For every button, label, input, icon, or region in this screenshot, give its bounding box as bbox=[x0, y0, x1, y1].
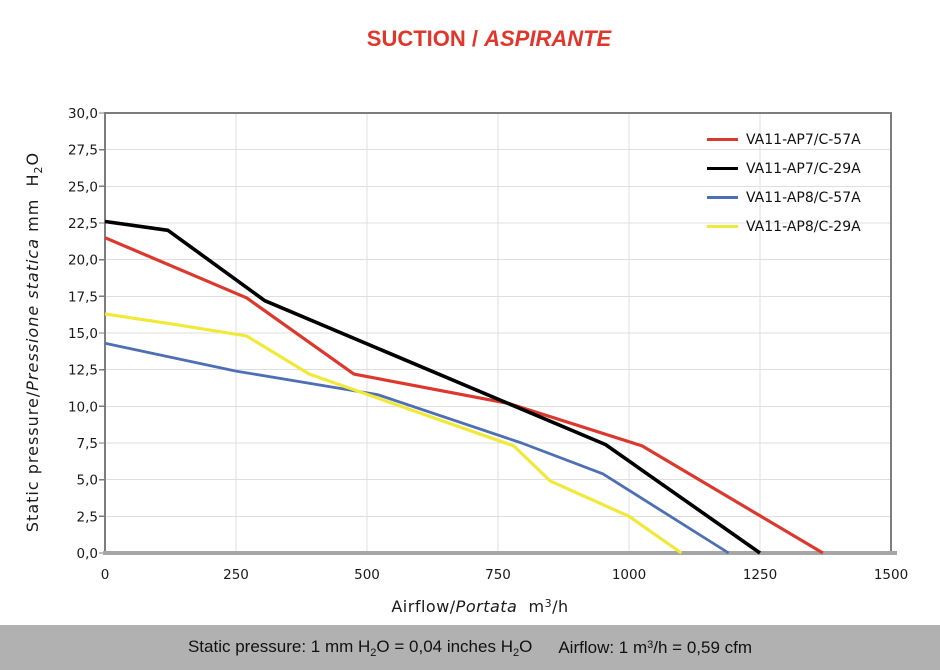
plot-border bbox=[99, 112, 897, 555]
series-line-VA11-AP8/C-29A bbox=[104, 312, 683, 555]
static-pressure-conversion: Static pressure: 1 mm H2O = 0,04 inches … bbox=[187, 636, 533, 659]
x-axis-title-english: Airflow/ bbox=[391, 597, 456, 616]
y-axis-unit: mm H bbox=[23, 173, 42, 238]
x-axis-title: Airflow/Portata m3/h bbox=[280, 597, 680, 616]
x-tick-label: 0 bbox=[101, 567, 110, 583]
y-tick-label: 27,5 bbox=[68, 143, 98, 159]
x-tick-label: 1250 bbox=[743, 567, 777, 583]
title-italian: ASPIRANTE bbox=[484, 26, 612, 51]
legend-item: VA11-AP7/C-57A bbox=[707, 125, 861, 154]
x-axis-unit: m bbox=[517, 597, 545, 616]
y-axis-unit-subscript: 2 bbox=[32, 165, 45, 174]
legend-label: VA11-AP8/C-29A bbox=[746, 218, 861, 235]
x-axis-unit-superscript: 3 bbox=[544, 597, 553, 610]
y-tick-label: 10,0 bbox=[68, 399, 98, 415]
y-axis-title: Static pressure/Pressione statica mm H2O bbox=[23, 142, 45, 542]
series-line-VA11-AP7/C-57A bbox=[104, 236, 824, 555]
x-tick-label: 250 bbox=[223, 567, 249, 583]
y-tick-label: 15,0 bbox=[68, 326, 98, 342]
series-lines bbox=[104, 219, 824, 555]
gridlines bbox=[105, 113, 891, 553]
legend-item: VA11-AP7/C-29A bbox=[707, 154, 861, 183]
suction-performance-chart: 30,0 27,5 25,0 22,5 20,0 17,5 15,0 12,5 10,0 7,5 5… bbox=[68, 106, 908, 583]
y-tick-label: 30,0 bbox=[68, 106, 98, 122]
y-tick-label: 20,0 bbox=[68, 253, 98, 269]
y-tick-label: 2,5 bbox=[77, 509, 98, 525]
legend-color-line bbox=[707, 224, 738, 229]
y-axis-title-english: Static pressure/ bbox=[23, 390, 42, 533]
y-tick-label: 5,0 bbox=[77, 473, 98, 489]
x-tick-label: 750 bbox=[485, 567, 511, 583]
x-tick-label: 500 bbox=[354, 567, 380, 583]
series-line-VA11-AP8/C-57A bbox=[104, 341, 730, 555]
y-tick-label: 7,5 bbox=[77, 436, 98, 452]
legend-color-line bbox=[707, 137, 738, 142]
legend-label: VA11-AP8/C-57A bbox=[746, 189, 861, 206]
y-tick-label: 0,0 bbox=[77, 546, 98, 562]
legend-label: VA11-AP7/C-57A bbox=[746, 131, 861, 148]
legend-label: VA11-AP7/C-29A bbox=[746, 160, 861, 177]
y-tick-label: 22,5 bbox=[68, 216, 98, 232]
legend-color-line bbox=[707, 166, 738, 171]
y-tick-label: 12,5 bbox=[68, 363, 98, 379]
legend-item: VA11-AP8/C-29A bbox=[707, 212, 861, 241]
y-tick-label: 17,5 bbox=[68, 289, 98, 305]
tick-labels: 30,0 27,5 25,0 22,5 20,0 17,5 15,0 12,5 10,0 7,5 5… bbox=[68, 106, 908, 583]
x-axis-title-italian: Portata bbox=[455, 597, 518, 616]
y-axis-title-italian: Pressione statica bbox=[23, 237, 42, 391]
title-english: SUCTION / bbox=[366, 26, 485, 51]
legend-item: VA11-AP8/C-57A bbox=[707, 183, 861, 212]
x-axis-unit-end: /h bbox=[552, 597, 569, 616]
legend-color-line bbox=[707, 196, 738, 199]
airflow-conversion: Airflow: 1 m3/h = 0,59 cfm bbox=[558, 637, 753, 657]
page-title: SUCTION / ASPIRANTE bbox=[19, 26, 940, 52]
x-tick-label: 1500 bbox=[874, 567, 908, 583]
x-tick-label: 1000 bbox=[612, 567, 646, 583]
conversion-footer: Static pressure: 1 mm H2O = 0,04 inches … bbox=[0, 625, 940, 670]
y-tick-label: 25,0 bbox=[68, 179, 98, 195]
chart-legend: VA11-AP7/C-57A VA11-AP7/C-29A VA11-AP8/C-5… bbox=[707, 125, 861, 241]
series-line-VA11-AP7/C-29A bbox=[104, 219, 762, 555]
y-axis-unit-end: O bbox=[23, 151, 42, 166]
